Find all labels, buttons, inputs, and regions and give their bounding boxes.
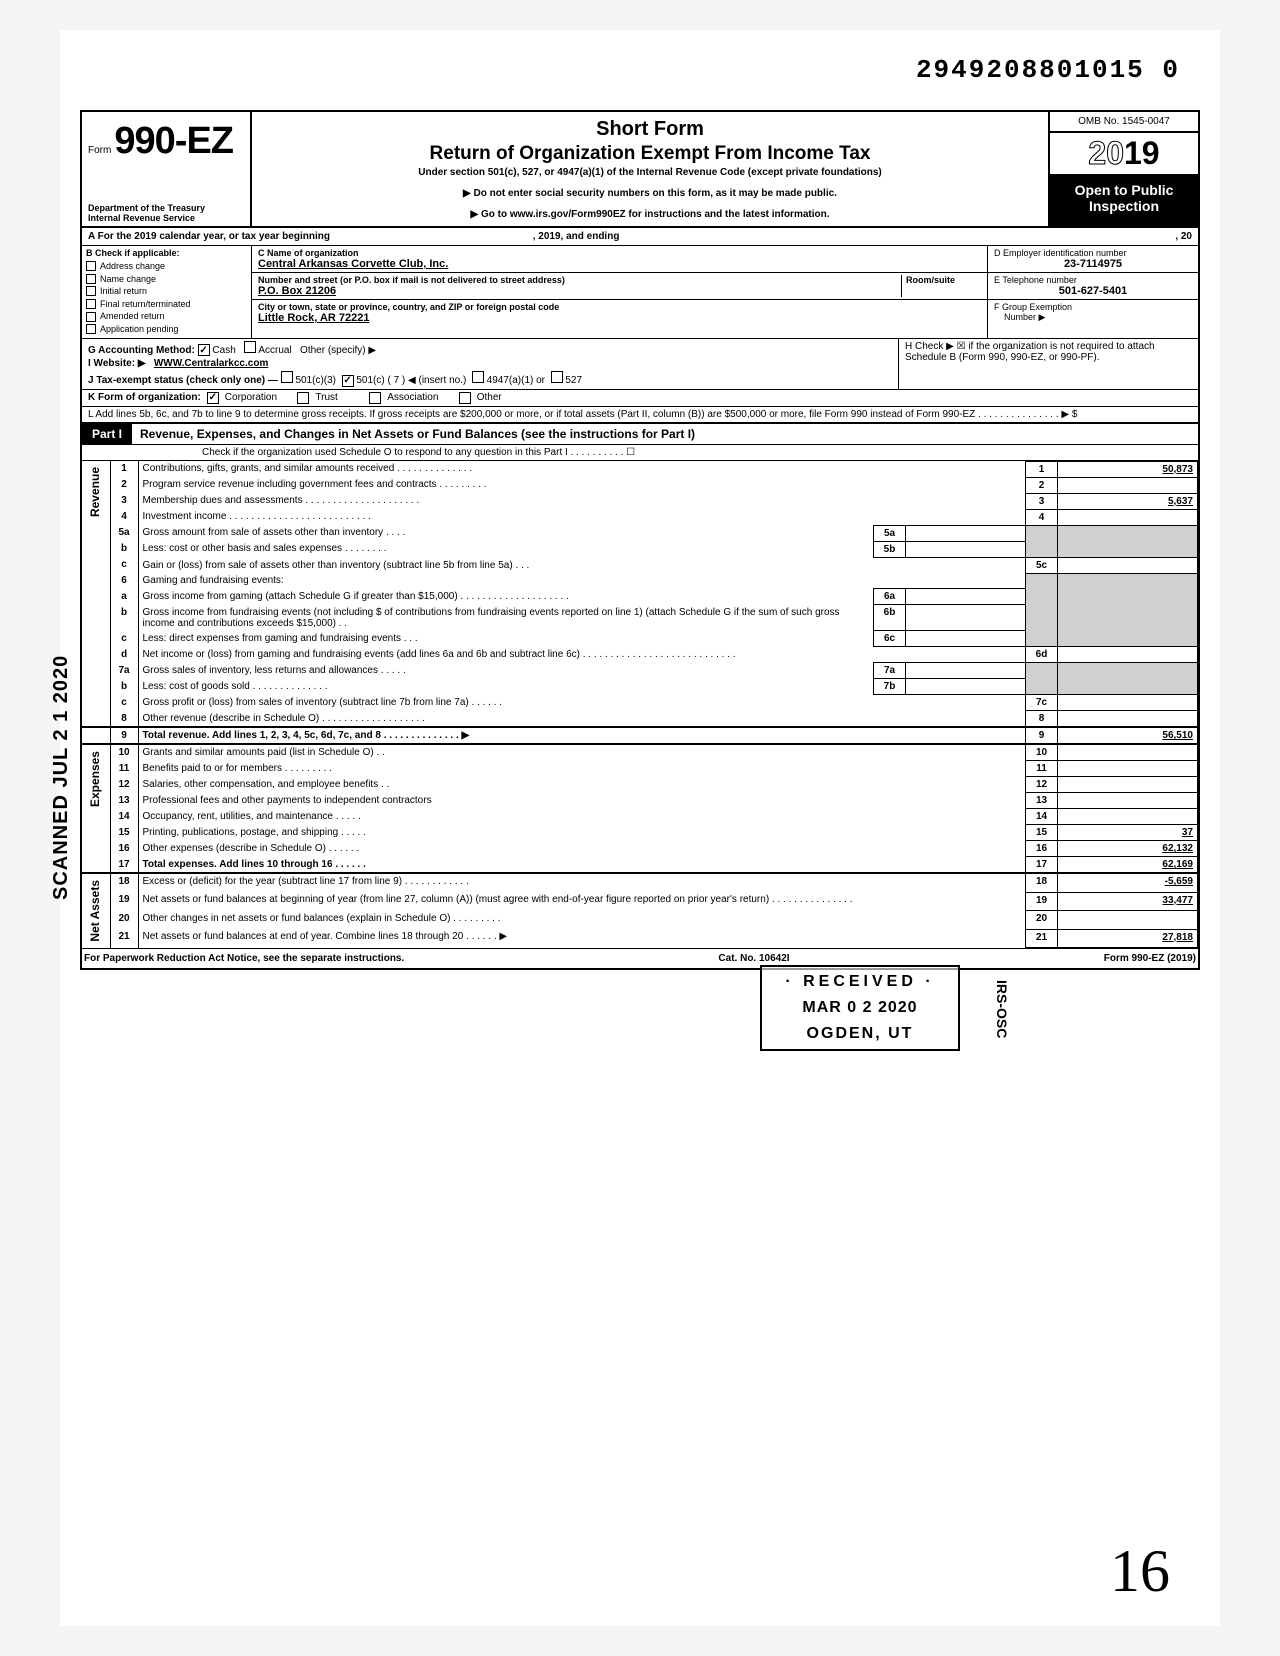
revenue-label: Revenue bbox=[86, 463, 104, 521]
net-assets-label: Net Assets bbox=[86, 876, 104, 946]
handwritten-16: 16 bbox=[1110, 1537, 1170, 1606]
row-k: K Form of organization: ✓Corporation Tru… bbox=[82, 390, 1198, 407]
open-to-public: Open to Public Inspection bbox=[1050, 176, 1198, 226]
header-left: Form 990-EZ Department of the Treasury I… bbox=[82, 112, 252, 226]
lines-table: Revenue 1Contributions, gifts, grants, a… bbox=[82, 461, 1198, 949]
expenses-label: Expenses bbox=[86, 747, 104, 811]
col-c-org-info: C Name of organization Central Arkansas … bbox=[252, 246, 988, 338]
omb-number: OMB No. 1545-0047 bbox=[1050, 112, 1198, 133]
title-short-form: Short Form bbox=[260, 118, 1040, 141]
header-right: OMB No. 1545-0047 20201919 Open to Publi… bbox=[1048, 112, 1198, 226]
scanned-stamp: SCANNED JUL 2 1 2020 bbox=[50, 655, 73, 900]
header-center: Short Form Return of Organization Exempt… bbox=[252, 112, 1048, 226]
ssn-note: Do not enter social security numbers on … bbox=[260, 188, 1040, 199]
received-stamp: · RECEIVED · MAR 0 2 2020 OGDEN, UT bbox=[760, 965, 960, 1051]
row-l: L Add lines 5b, 6c, and 7b to line 9 to … bbox=[82, 407, 1198, 422]
row-h: H Check ▶ ☒ if the organization is not r… bbox=[898, 339, 1198, 389]
tax-year: 20201919 bbox=[1050, 133, 1198, 176]
form-page: 2949208801015 0 SCANNED JUL 2 1 2020 For… bbox=[60, 30, 1220, 1626]
col-d-ein: D Employer identification number 23-7114… bbox=[988, 246, 1198, 338]
website: WWW.Centralarkcc.com bbox=[154, 358, 268, 369]
form-number: 990-EZ bbox=[114, 120, 233, 162]
col-b-checkboxes: B Check if applicable: Address change Na… bbox=[82, 246, 252, 338]
form-header: Form 990-EZ Department of the Treasury I… bbox=[82, 112, 1198, 228]
info-block: B Check if applicable: Address change Na… bbox=[82, 246, 1198, 339]
ein: 23-7114975 bbox=[994, 258, 1192, 270]
dept-treasury: Department of the Treasury Internal Reve… bbox=[88, 204, 244, 224]
row-a-tax-year: A For the 2019 calendar year, or tax yea… bbox=[82, 228, 1198, 246]
irs-osc-stamp: IRS-OSC bbox=[994, 980, 1010, 1038]
form-prefix: Form bbox=[88, 145, 111, 156]
part-1-header: Part I Revenue, Expenses, and Changes in… bbox=[82, 422, 1198, 445]
title-return: Return of Organization Exempt From Incom… bbox=[260, 143, 1040, 165]
org-address: P.O. Box 21206 bbox=[258, 285, 901, 297]
row-g-h: G Accounting Method: ✓ Cash Accrual Othe… bbox=[82, 339, 1198, 390]
org-city: Little Rock, AR 72221 bbox=[258, 312, 981, 324]
phone: 501-627-5401 bbox=[994, 285, 1192, 297]
form-990ez: Form 990-EZ Department of the Treasury I… bbox=[80, 110, 1200, 970]
website-note: Go to www.irs.gov/Form990EZ for instruct… bbox=[260, 209, 1040, 220]
footer: For Paperwork Reduction Act Notice, see … bbox=[82, 948, 1198, 968]
subtitle: Under section 501(c), 527, or 4947(a)(1)… bbox=[260, 167, 1040, 178]
part-1-sub: Check if the organization used Schedule … bbox=[82, 445, 1198, 461]
org-name: Central Arkansas Corvette Club, Inc. bbox=[258, 258, 981, 270]
document-locator-number: 2949208801015 0 bbox=[916, 55, 1180, 85]
